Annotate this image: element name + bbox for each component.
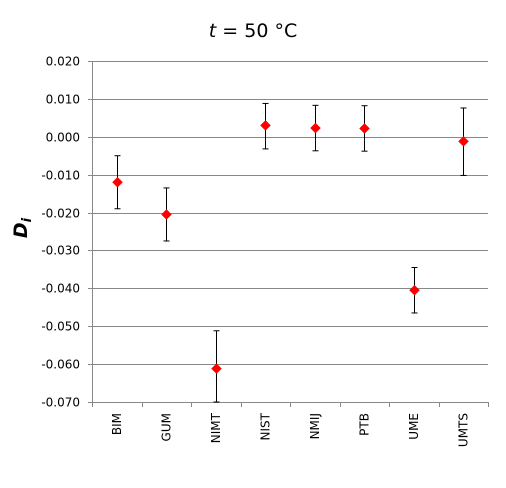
x-tick-label: UME (407, 413, 421, 440)
data-point (161, 209, 172, 220)
y-tick-label: -0.050 (41, 320, 80, 334)
y-tick-label: -0.030 (41, 244, 80, 258)
x-tick-label: BIM (110, 413, 124, 435)
y-tick-label: 0.010 (46, 93, 80, 107)
x-tick-label: NIMT (209, 412, 223, 443)
y-axis-label-main: D (10, 222, 32, 238)
data-point (112, 176, 123, 188)
y-tick-label: -0.040 (41, 282, 80, 296)
x-tick-label: NMIJ (308, 413, 322, 439)
chart-title-variable: t (209, 20, 218, 42)
data-point (260, 120, 271, 131)
data-point (211, 363, 222, 375)
x-tick-label: UMTS (456, 413, 470, 447)
y-tick-label: -0.010 (41, 169, 80, 183)
y-tick-labels: 0.020 0.010 0.000 -0.010 -0.020 -0.030 -0.040 -… (41, 55, 80, 410)
y-tick-label: -0.070 (41, 396, 80, 410)
y-tick-label: 0.000 (46, 131, 80, 145)
y-tick-label: -0.060 (41, 358, 80, 372)
chart-title-rest: = 50 °C (216, 20, 297, 42)
x-tick-label: NIST (258, 412, 272, 440)
y-tick-label: -0.020 (41, 207, 80, 221)
x-tick-label: PTB (357, 413, 371, 436)
data-points (112, 120, 469, 375)
data-point (458, 135, 469, 147)
axes (88, 61, 489, 407)
y-axis-label-subscript: i (20, 217, 35, 222)
chart-title: t = 50 °C (209, 20, 297, 42)
error-bars (114, 102, 467, 403)
y-tick-label: 0.020 (46, 55, 80, 69)
x-tick-labels: BIM GUM NIMT NIST NMIJ PTB UME UMTS (110, 412, 471, 447)
data-point (359, 123, 370, 134)
data-point (409, 284, 420, 296)
y-axis-label: Di (10, 217, 35, 238)
x-tick-label: GUM (159, 413, 173, 441)
gridlines (92, 61, 488, 403)
data-point (310, 122, 321, 134)
